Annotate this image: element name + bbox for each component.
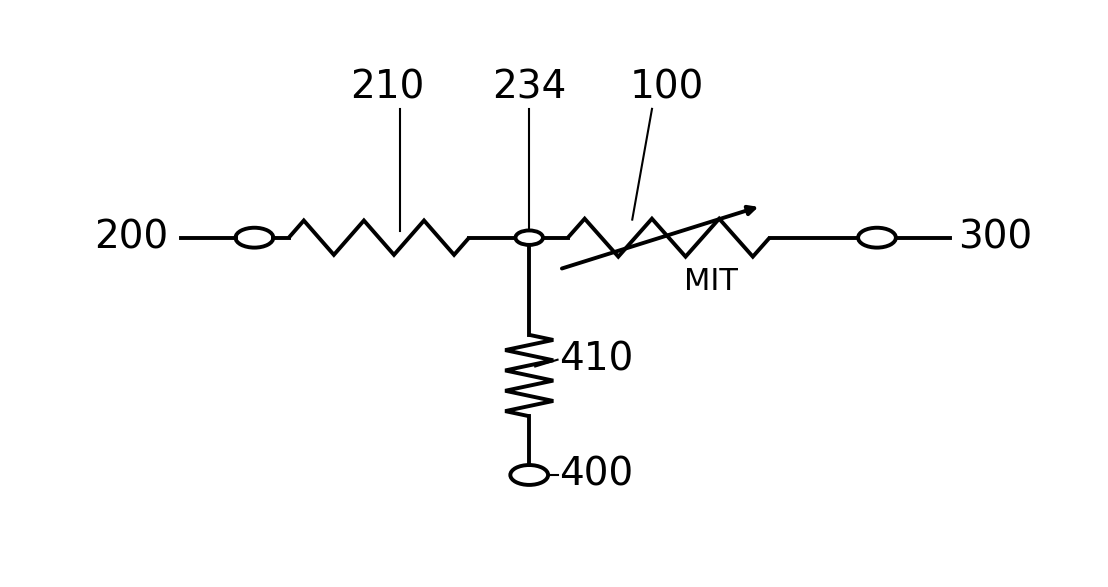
Text: 400: 400	[560, 456, 634, 494]
Text: MIT: MIT	[684, 267, 738, 296]
Text: 234: 234	[492, 69, 566, 107]
Text: 200: 200	[94, 219, 168, 257]
Text: 410: 410	[560, 340, 634, 379]
Text: 210: 210	[350, 69, 424, 107]
Text: 100: 100	[629, 69, 704, 107]
Text: 300: 300	[958, 219, 1033, 257]
